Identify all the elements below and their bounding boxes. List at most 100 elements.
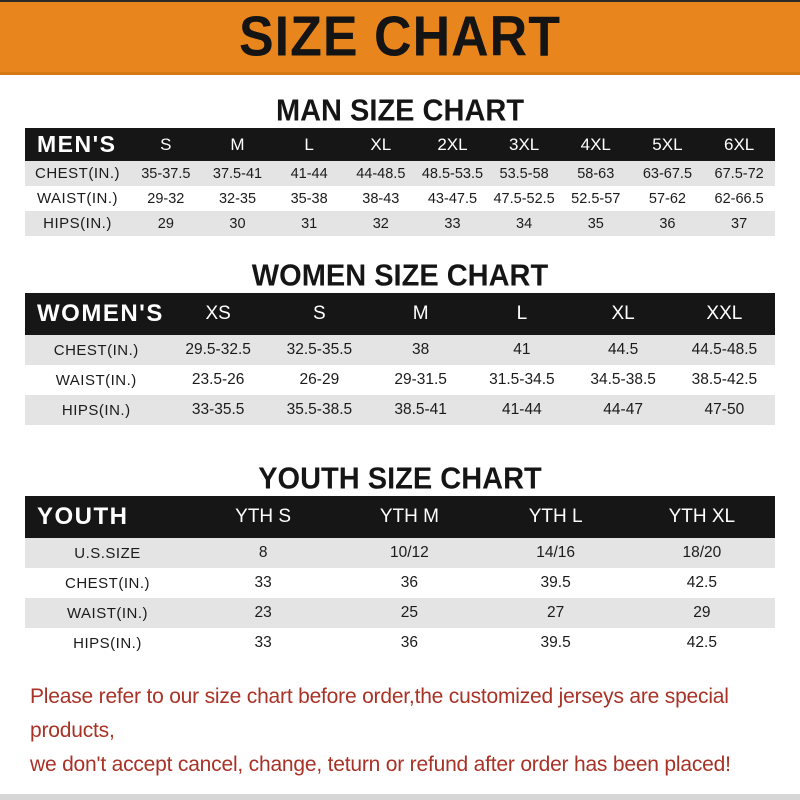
size-column-header: M bbox=[370, 293, 472, 335]
measurement-row-label: WAIST(IN.) bbox=[25, 365, 168, 395]
size-value-cell: 35.5-38.5 bbox=[268, 395, 370, 425]
disclaimer-line-2: we don't accept cancel, change, teturn o… bbox=[30, 753, 731, 777]
size-column-header: YTH XL bbox=[628, 496, 775, 538]
size-value-cell: 39.5 bbox=[482, 628, 629, 658]
size-column-header: 4XL bbox=[559, 128, 632, 161]
size-value-cell: 33 bbox=[190, 628, 337, 658]
disclaimer-line-1: Please refer to our size chart before or… bbox=[30, 685, 729, 743]
size-value-cell: 38-43 bbox=[344, 186, 417, 211]
size-value-cell: 36 bbox=[336, 568, 483, 598]
size-column-header: YTH M bbox=[336, 496, 483, 538]
size-column-header: YTH S bbox=[190, 496, 337, 538]
size-value-cell: 41-44 bbox=[273, 161, 345, 186]
size-value-cell: 44.5-48.5 bbox=[673, 335, 775, 365]
size-value-cell: 62-66.5 bbox=[703, 186, 775, 211]
size-value-cell: 35 bbox=[559, 211, 632, 236]
measurement-row: HIPS(IN.) 33 36 39.5 42.5 bbox=[25, 628, 775, 658]
size-value-cell: 47-50 bbox=[673, 395, 775, 425]
measurement-row-label: CHEST(IN.) bbox=[25, 335, 168, 365]
size-column-header: 5XL bbox=[631, 128, 704, 161]
size-value-cell: 32.5-35.5 bbox=[268, 335, 370, 365]
bottom-edge-strip bbox=[0, 794, 800, 800]
size-value-cell: 47.5-52.5 bbox=[488, 186, 560, 211]
measurement-row: U.S.SIZE 8 10/12 14/16 18/20 bbox=[25, 538, 775, 568]
size-value-cell: 38.5-41 bbox=[370, 395, 472, 425]
size-value-cell: 30 bbox=[201, 211, 274, 236]
size-value-cell: 31.5-34.5 bbox=[471, 365, 573, 395]
size-column-header: 3XL bbox=[488, 128, 560, 161]
measurement-row-label: HIPS(IN.) bbox=[25, 628, 190, 658]
table-header-row: WOMEN'S XS S M L XL XXL bbox=[25, 293, 775, 335]
measurement-row: WAIST(IN.) 29-32 32-35 35-38 38-43 43-47.5 47.… bbox=[25, 186, 775, 211]
size-column-header: L bbox=[273, 128, 345, 161]
size-column-header: M bbox=[201, 128, 274, 161]
measurement-row: WAIST(IN.) 23.5-26 26-29 29-31.5 31.5-34.5 34… bbox=[25, 365, 775, 395]
size-value-cell: 38.5-42.5 bbox=[673, 365, 775, 395]
size-column-header: XL bbox=[344, 128, 417, 161]
size-column-header: S bbox=[268, 293, 370, 335]
size-value-cell: 27 bbox=[482, 598, 629, 628]
size-value-cell: 33-35.5 bbox=[167, 395, 269, 425]
measurement-row-label: U.S.SIZE bbox=[25, 538, 190, 568]
title-banner: SIZE CHART bbox=[0, 0, 800, 75]
size-value-cell: 53.5-58 bbox=[488, 161, 560, 186]
measurement-row: CHEST(IN.) 29.5-32.5 32.5-35.5 38 41 44.5 44.5… bbox=[25, 335, 775, 365]
size-value-cell: 29.5-32.5 bbox=[167, 335, 269, 365]
size-value-cell: 35-38 bbox=[273, 186, 345, 211]
size-value-cell: 38 bbox=[370, 335, 472, 365]
size-column-header: S bbox=[130, 128, 202, 161]
size-value-cell: 10/12 bbox=[336, 538, 483, 568]
size-value-cell: 42.5 bbox=[628, 568, 775, 598]
size-column-header: YTH L bbox=[482, 496, 629, 538]
size-value-cell: 29-31.5 bbox=[370, 365, 472, 395]
youth-size-table: YOUTH YTH S YTH M YTH L YTH XL U.S.SIZE 8 10/12… bbox=[25, 496, 775, 658]
size-value-cell: 44-48.5 bbox=[344, 161, 417, 186]
measurement-row-label: CHEST(IN.) bbox=[25, 568, 190, 598]
size-value-cell: 44.5 bbox=[572, 335, 674, 365]
size-value-cell: 33 bbox=[416, 211, 489, 236]
men-size-table: MEN'S S M L XL 2XL 3XL 4XL 5XL 6XL CHEST(IN.) 35-37… bbox=[25, 128, 775, 236]
size-value-cell: 36 bbox=[631, 211, 704, 236]
size-value-cell: 44-47 bbox=[572, 395, 674, 425]
size-value-cell: 48.5-53.5 bbox=[416, 161, 489, 186]
women-section-heading: WOMEN SIZE CHART bbox=[251, 259, 549, 293]
table-group-label: YOUTH bbox=[25, 496, 190, 538]
table-group-label: WOMEN'S bbox=[25, 293, 168, 335]
size-value-cell: 32 bbox=[344, 211, 417, 236]
measurement-row: CHEST(IN.) 33 36 39.5 42.5 bbox=[25, 568, 775, 598]
size-value-cell: 39.5 bbox=[482, 568, 629, 598]
size-value-cell: 29 bbox=[130, 211, 202, 236]
size-column-header: 6XL bbox=[703, 128, 775, 161]
size-value-cell: 14/16 bbox=[482, 538, 629, 568]
size-value-cell: 33 bbox=[190, 568, 337, 598]
size-value-cell: 31 bbox=[273, 211, 345, 236]
size-value-cell: 43-47.5 bbox=[416, 186, 489, 211]
size-column-header: L bbox=[471, 293, 573, 335]
size-value-cell: 29 bbox=[628, 598, 775, 628]
size-value-cell: 23 bbox=[190, 598, 337, 628]
size-value-cell: 52.5-57 bbox=[559, 186, 632, 211]
size-value-cell: 35-37.5 bbox=[130, 161, 202, 186]
table-header-row: YOUTH YTH S YTH M YTH L YTH XL bbox=[25, 496, 775, 538]
size-column-header: XL bbox=[572, 293, 674, 335]
size-value-cell: 37 bbox=[703, 211, 775, 236]
page-title: SIZE CHART bbox=[239, 5, 561, 69]
women-size-table: WOMEN'S XS S M L XL XXL CHEST(IN.) 29.5-32.5 32.5… bbox=[25, 293, 775, 425]
table-header-row: MEN'S S M L XL 2XL 3XL 4XL 5XL 6XL bbox=[25, 128, 775, 161]
size-value-cell: 36 bbox=[336, 628, 483, 658]
size-value-cell: 18/20 bbox=[628, 538, 775, 568]
size-value-cell: 67.5-72 bbox=[703, 161, 775, 186]
size-value-cell: 8 bbox=[190, 538, 337, 568]
table-group-label: MEN'S bbox=[25, 128, 130, 161]
measurement-row: HIPS(IN.) 33-35.5 35.5-38.5 38.5-41 41-44 44-… bbox=[25, 395, 775, 425]
size-value-cell: 41-44 bbox=[471, 395, 573, 425]
measurement-row-label: WAIST(IN.) bbox=[25, 186, 130, 211]
order-disclaimer: Please refer to our size chart before or… bbox=[30, 680, 800, 782]
size-value-cell: 29-32 bbox=[130, 186, 202, 211]
size-value-cell: 37.5-41 bbox=[201, 161, 274, 186]
size-column-header: XXL bbox=[673, 293, 775, 335]
size-value-cell: 63-67.5 bbox=[631, 161, 704, 186]
size-value-cell: 57-62 bbox=[631, 186, 704, 211]
size-value-cell: 25 bbox=[336, 598, 483, 628]
measurement-row-label: CHEST(IN.) bbox=[25, 161, 130, 186]
